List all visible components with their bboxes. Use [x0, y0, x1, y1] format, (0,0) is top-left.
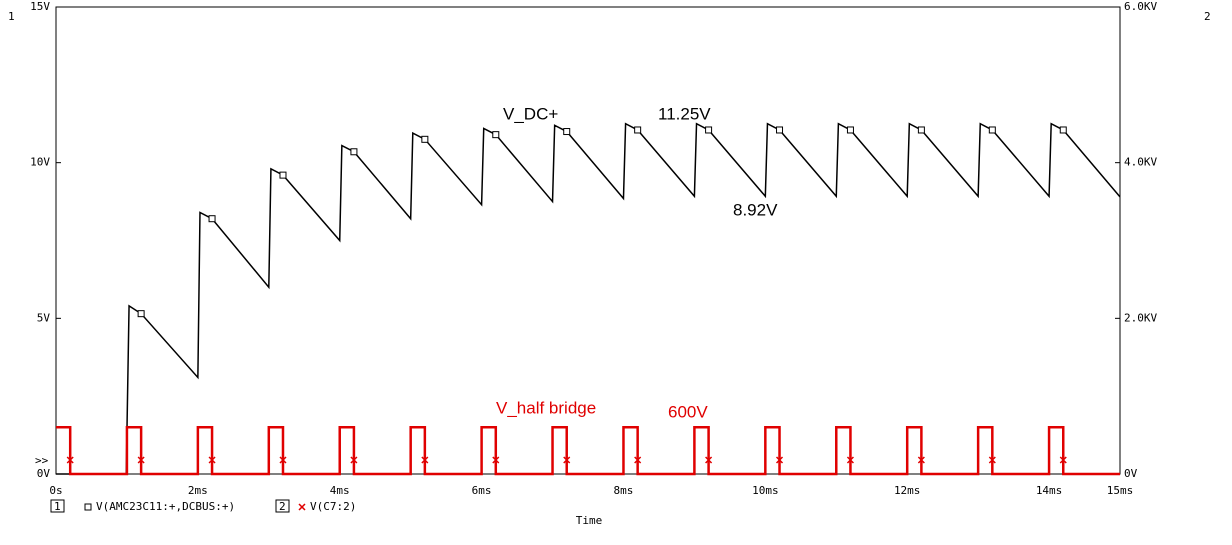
marker — [279, 171, 287, 179]
marker — [776, 126, 784, 134]
annotation: 8.92V — [733, 200, 778, 219]
marker — [421, 456, 429, 464]
legend-marker — [84, 503, 92, 511]
marker — [563, 456, 571, 464]
marker — [421, 135, 429, 143]
x-axis-label: Time — [576, 514, 603, 527]
y-tick-label: 10V — [30, 156, 50, 169]
marker — [634, 456, 642, 464]
marker — [988, 126, 996, 134]
y2-tick-label: 4.0KV — [1124, 156, 1157, 169]
marker — [705, 126, 713, 134]
series-line — [56, 122, 1121, 475]
marker — [350, 456, 358, 464]
axis-number: 2 — [1204, 10, 1211, 23]
annotation: 11.25V — [658, 104, 711, 123]
marker — [634, 126, 642, 134]
marker — [1059, 456, 1067, 464]
marker — [917, 126, 925, 134]
marker — [208, 456, 216, 464]
marker — [279, 456, 287, 464]
annotation: 600V — [668, 402, 708, 421]
marker — [66, 456, 74, 464]
marker — [775, 456, 784, 464]
legend-box — [50, 499, 65, 513]
y-tick-label: 5V — [37, 311, 51, 324]
legend-label: V(AMC23C11:+,DCBUS:+) — [96, 500, 235, 513]
marker — [705, 456, 713, 464]
y2-tick-label: 6.0KV — [1124, 0, 1157, 13]
marker — [1059, 126, 1067, 134]
x-tick-label: 15ms — [1107, 484, 1134, 497]
marker — [208, 215, 216, 223]
annotation: V_DC+ — [503, 104, 558, 123]
marker — [137, 310, 145, 318]
marker — [137, 456, 145, 464]
y-tick-label: 15V — [30, 0, 50, 13]
marker — [563, 128, 571, 136]
annotation: V_half bridge — [496, 398, 596, 417]
x-tick-label: 8ms — [614, 484, 634, 497]
legend-box — [275, 499, 290, 513]
y2-tick-label: 0V — [1124, 467, 1138, 480]
x-tick-label: 6ms — [472, 484, 492, 497]
x-tick-label: 0s — [49, 484, 62, 497]
marker — [492, 456, 500, 464]
axis-number: 1 — [8, 10, 15, 23]
x-tick-label: 10ms — [752, 484, 779, 497]
marker — [846, 456, 854, 464]
x-tick-label: 2ms — [188, 484, 208, 497]
marker — [917, 456, 925, 464]
legend-axis-number: 2 — [279, 500, 286, 513]
x-tick-label: 14ms — [1036, 484, 1063, 497]
marker — [350, 148, 358, 156]
x-tick-label: 4ms — [330, 484, 350, 497]
marker — [988, 456, 996, 464]
series-line — [56, 426, 1120, 476]
y2-tick-label: 2.0KV — [1124, 311, 1157, 324]
marker — [846, 126, 854, 134]
legend-marker — [298, 503, 306, 511]
legend-axis-number: 1 — [54, 500, 61, 513]
axis-selector: >> — [35, 454, 49, 467]
x-tick-label: 12ms — [894, 484, 921, 497]
legend-label: V(C7:2) — [310, 500, 356, 513]
y-tick-label: 0V — [37, 467, 51, 480]
marker — [492, 131, 500, 139]
